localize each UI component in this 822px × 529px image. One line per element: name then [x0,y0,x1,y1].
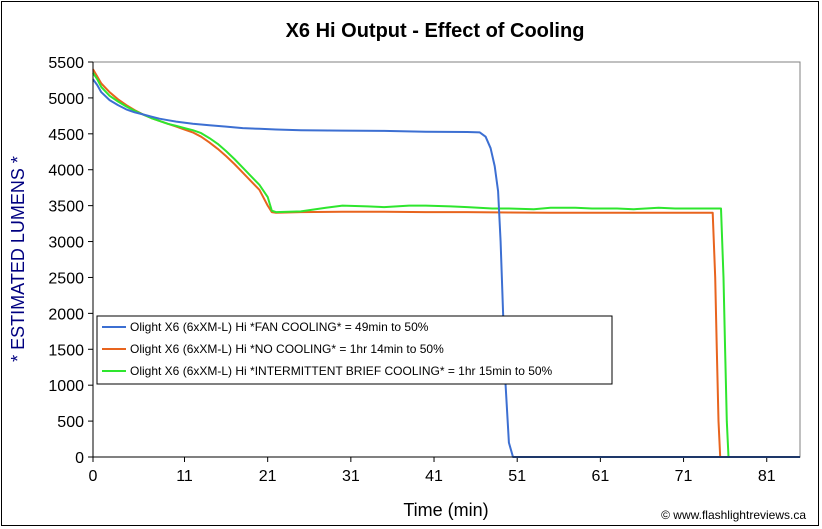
x-tick-label: 21 [259,468,277,485]
plot-area [92,61,801,458]
x-axis-label: Time (min) [403,500,488,520]
x-tick-label: 71 [675,468,693,485]
y-tick-label: 2500 [48,270,84,287]
x-tick-label: 11 [176,468,193,485]
legend-label-1: Olight X6 (6xXM-L) Hi *FAN COOLING* = 49… [130,320,429,334]
y-tick-label: 5000 [48,91,84,108]
y-tick-label: 0 [75,450,84,467]
y-tick-label: 3000 [48,235,84,252]
y-tick-label: 2000 [48,306,84,323]
x-tick-label: 61 [591,468,609,485]
series-line-3 [92,72,800,458]
credit-text: © www.flashlightreviews.ca [661,508,806,522]
x-tick-label: 41 [425,468,443,485]
y-tick-label: 4500 [48,127,84,144]
y-tick-label: 500 [57,414,84,431]
legend-box [96,315,613,385]
chart-title: X6 Hi Output - Effect of Cooling [286,20,585,42]
y-tick-label: 1000 [48,378,84,395]
y-axis-label: * ESTIMATED LUMENS * [8,156,28,362]
x-tick-label: 51 [508,468,526,485]
y-tick-label: 5500 [48,55,84,72]
y-tick-label: 1500 [48,342,84,359]
x-tick-label: 0 [89,468,98,485]
legend-label-3: Olight X6 (6xXM-L) Hi *INTERMITTENT BRIE… [130,364,553,378]
legend: Olight X6 (6xXM-L) Hi *FAN COOLING* = 49… [96,315,613,385]
y-axis: 0 500 1000 1500 2000 2500 3000 3500 4000 4500 5000… [48,55,93,467]
legend-label-2: Olight X6 (6xXM-L) Hi *NO COOLING* = 1hr… [130,342,444,356]
y-tick-label: 4000 [48,163,84,180]
x-axis: 0 11 21 31 41 51 61 71 81 [89,457,776,485]
x-tick-label: 31 [342,468,360,485]
y-tick-label: 3500 [48,199,84,216]
x-tick-label: 81 [758,468,776,485]
